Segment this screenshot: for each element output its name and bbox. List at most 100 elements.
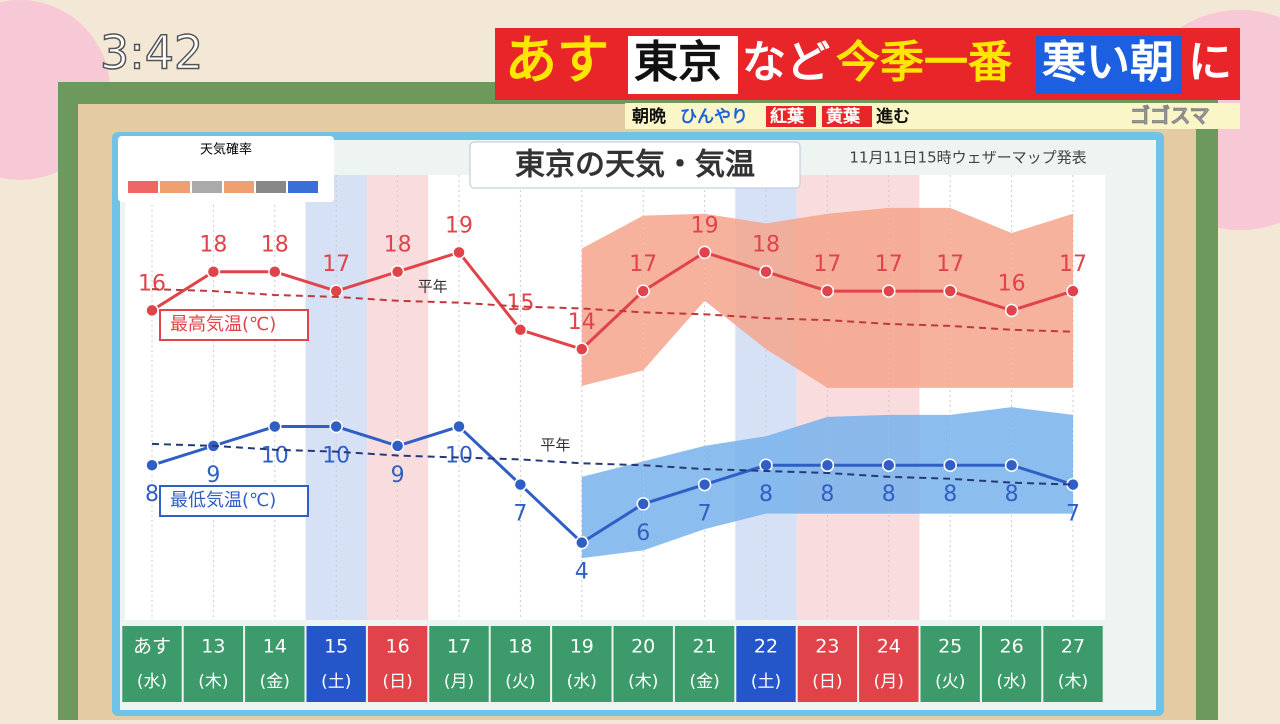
point	[636, 497, 650, 511]
data-label: 17	[813, 252, 841, 277]
program-logo: ゴゴスマ	[1130, 104, 1210, 128]
data-label: 8	[943, 482, 957, 507]
range-band	[888, 207, 951, 388]
point	[390, 264, 405, 279]
x-tick-label: 24	[877, 636, 901, 658]
x-tick-label: あす	[133, 636, 171, 658]
point	[759, 264, 773, 279]
data-label: 10	[322, 444, 350, 469]
point	[759, 458, 773, 472]
data-label: 18	[199, 233, 227, 258]
headline-text: あす	[505, 31, 609, 91]
subline-text: 紅葉	[770, 106, 805, 127]
category-cell	[367, 626, 428, 702]
category-cell	[859, 626, 919, 702]
legend-box	[159, 309, 309, 341]
data-label: 18	[384, 233, 412, 258]
data-label: 10	[261, 444, 289, 469]
subline-bar	[625, 103, 1240, 129]
category-cell	[736, 626, 796, 702]
point	[268, 264, 282, 279]
series-line	[151, 424, 1074, 545]
headline-text: 寒い朝	[1042, 37, 1174, 88]
point	[145, 303, 159, 318]
headline-text: 今季一番	[836, 37, 1013, 88]
category-cell	[429, 626, 489, 702]
x-tick-sublabel: (月)	[874, 672, 904, 692]
point	[1004, 303, 1019, 318]
point	[575, 535, 589, 550]
data-label: 18	[261, 233, 289, 258]
headline-text: など	[742, 37, 830, 88]
subline-box	[766, 106, 816, 127]
data-label: 7	[1066, 502, 1080, 527]
x-tick-sublabel: (火)	[935, 672, 965, 692]
range-band	[827, 207, 889, 388]
point	[329, 419, 343, 434]
x-tick-sublabel: (土)	[321, 672, 351, 692]
data-label: 19	[445, 213, 473, 238]
series-line	[151, 250, 1074, 351]
subline-text: ひんやり	[680, 107, 748, 127]
point	[575, 342, 589, 356]
x-tick-label: 21	[693, 636, 717, 658]
range-band	[704, 213, 766, 350]
category-cell	[981, 626, 1042, 702]
category-cell	[613, 626, 673, 702]
x-tick-sublabel: (金)	[260, 672, 290, 692]
subline-text: 進む	[876, 107, 910, 127]
subline-text: 朝晩	[632, 106, 666, 127]
data-label: 16	[138, 271, 166, 296]
point	[636, 284, 650, 298]
x-tick-label: 26	[1000, 636, 1024, 658]
data-label: 16	[998, 271, 1026, 296]
x-tick-sublabel: (木)	[198, 672, 228, 692]
point	[882, 458, 896, 472]
category-cell	[920, 626, 980, 702]
x-tick-label: 17	[447, 636, 471, 658]
point	[513, 477, 528, 492]
x-tick-label: 19	[570, 636, 594, 658]
category-cell	[122, 626, 182, 702]
x-tick-sublabel: (水)	[567, 672, 597, 692]
x-tick-sublabel: (金)	[689, 672, 719, 692]
legend-label: 最低気温(℃)	[170, 490, 276, 511]
x-tick-label: 14	[263, 636, 287, 658]
data-label: 8	[820, 482, 834, 507]
category-cell	[306, 626, 366, 702]
normal-label: 平年	[418, 277, 448, 295]
point	[943, 458, 957, 472]
x-tick-label: 13	[201, 636, 225, 658]
range-band	[1011, 407, 1073, 514]
data-label: 7	[513, 502, 527, 527]
probability-label: 天気確率	[200, 142, 252, 158]
point	[1004, 458, 1019, 472]
x-tick-sublabel: (日)	[382, 672, 412, 692]
headline-box	[628, 36, 738, 94]
point	[1066, 284, 1080, 298]
x-tick-label: 27	[1061, 636, 1085, 658]
headline-text: 東京	[634, 37, 722, 88]
data-label: 6	[636, 521, 650, 546]
range-band	[766, 213, 828, 388]
data-label: 17	[1059, 252, 1087, 277]
point	[329, 284, 343, 298]
x-tick-label: 25	[938, 636, 962, 658]
range-band	[704, 436, 766, 530]
point	[820, 284, 835, 298]
x-tick-label: 16	[386, 636, 410, 658]
data-label: 17	[322, 252, 350, 277]
data-label: 4	[575, 560, 589, 585]
subline-box	[822, 106, 872, 127]
data-label: 15	[506, 291, 534, 316]
point	[882, 284, 896, 298]
headline-box	[1036, 36, 1182, 94]
legend-label: 最高気温(℃)	[170, 314, 276, 335]
data-label: 10	[445, 444, 473, 469]
x-tick-label: 20	[631, 636, 655, 658]
legend-box	[159, 485, 309, 517]
data-label: 18	[752, 233, 780, 258]
x-tick-sublabel: (水)	[996, 672, 1026, 692]
title-box	[469, 141, 801, 189]
